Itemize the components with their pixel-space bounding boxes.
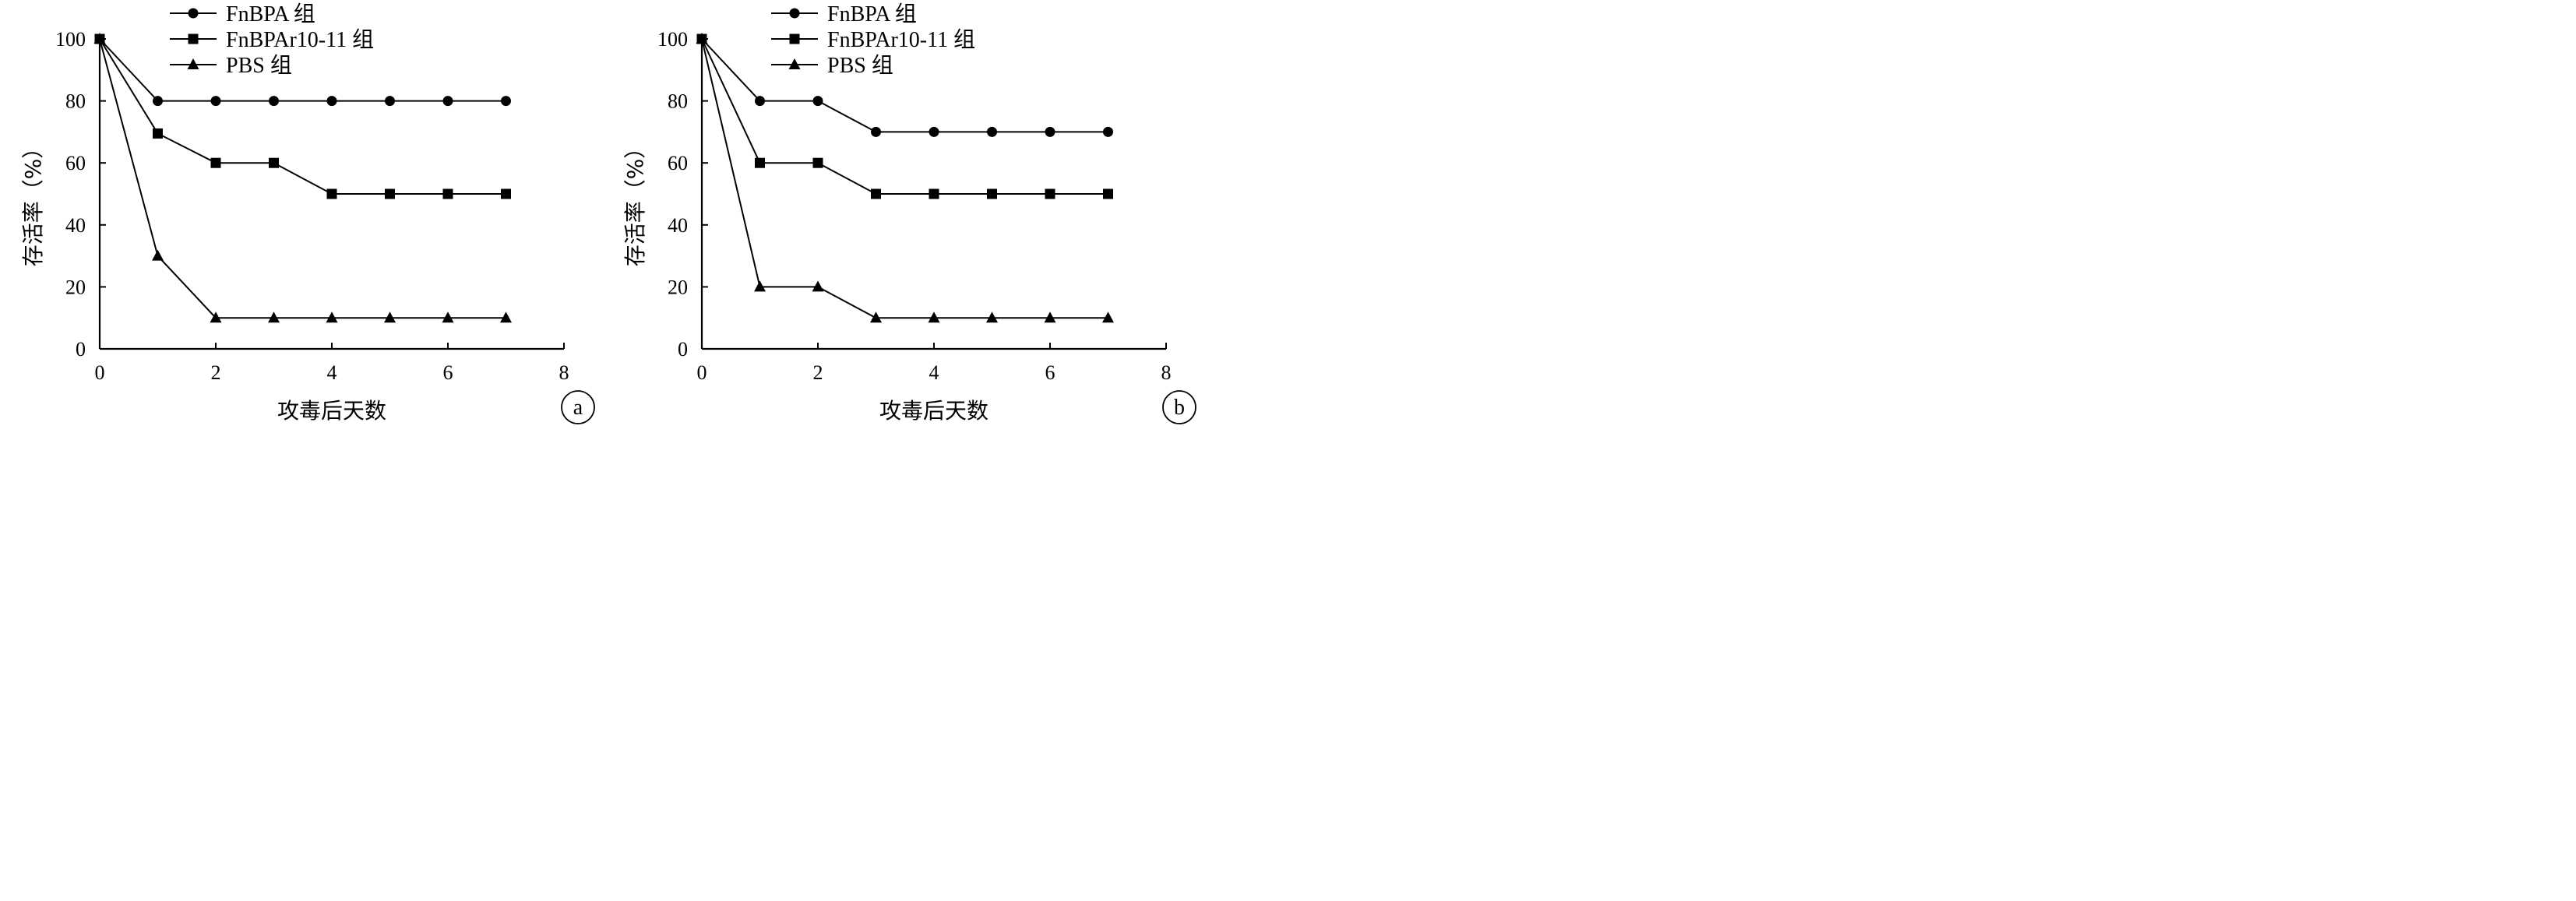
- data-point-circle: [987, 126, 997, 137]
- series-line-square: [99, 38, 506, 195]
- y-tick-label: 100: [55, 28, 86, 51]
- data-point-circle: [442, 96, 453, 107]
- chart-panel-b: 0 20 40 60 80 100 0 2 4 6 8 攻毒后天数 存活率（%） FnBPA 组FnBPA…: [622, 2, 1196, 424]
- data-point-triangle: [384, 311, 396, 323]
- y-tick-label: 0: [76, 338, 86, 361]
- panel-label-circle: [1162, 390, 1196, 424]
- y-tick-label: 40: [65, 214, 86, 237]
- legend-entry: FnBPA 组: [226, 2, 315, 26]
- data-point-triangle: [326, 311, 338, 323]
- data-point-circle: [871, 126, 881, 137]
- legend-entry: FnBPAr10-11 组: [827, 27, 975, 52]
- y-tick-label: 60: [668, 152, 688, 174]
- data-point-triangle: [152, 249, 164, 261]
- data-point-triangle: [268, 311, 280, 323]
- y-tick-label: 80: [65, 90, 86, 113]
- x-tick-label: 4: [929, 361, 939, 384]
- data-point-circle: [1103, 126, 1113, 137]
- panel-label: b: [1174, 396, 1185, 420]
- data-point-triangle: [442, 311, 454, 323]
- legend-entry: FnBPA 组: [827, 2, 917, 26]
- data-point-triangle: [210, 311, 222, 323]
- data-point-square: [269, 157, 279, 168]
- y-tick-label: 100: [657, 28, 688, 51]
- legend-entry: PBS 组: [226, 53, 292, 78]
- data-point-triangle: [754, 280, 766, 292]
- data-point-square: [929, 188, 939, 199]
- x-tick-label: 6: [1045, 361, 1055, 384]
- data-point-circle: [269, 96, 279, 107]
- data-point-circle: [326, 96, 337, 107]
- x-tick-label: 0: [697, 361, 707, 384]
- panel-label: a: [573, 396, 583, 420]
- x-axis-title: 攻毒后天数: [277, 398, 386, 424]
- chart-panel-a: 0 20 40 60 80 100 0 2 4 6 8 攻毒后天数 存活率（%） FnBPA 组FnBPA…: [20, 2, 595, 424]
- panel-label-circle: [561, 390, 595, 424]
- data-point-circle: [755, 96, 765, 107]
- data-point-square: [755, 157, 765, 168]
- series-line-square: [701, 38, 1108, 195]
- y-tick-label: 80: [668, 90, 688, 113]
- data-point-square: [501, 188, 511, 199]
- data-point-circle: [812, 96, 823, 107]
- y-tick-label: 0: [678, 338, 688, 361]
- series-line-triangle: [99, 38, 506, 319]
- data-point-square: [326, 188, 337, 199]
- data-point-triangle: [928, 311, 940, 323]
- y-tick-label: 20: [65, 276, 86, 298]
- data-point-triangle: [870, 311, 882, 323]
- legend-marker-circle: [789, 8, 800, 19]
- data-point-square: [442, 188, 453, 199]
- data-point-circle: [501, 96, 511, 107]
- y-tick-label: 60: [65, 152, 86, 174]
- y-tick-label: 20: [668, 276, 688, 298]
- data-point-triangle: [1102, 311, 1114, 323]
- x-tick-label: 4: [327, 361, 337, 384]
- data-point-circle: [929, 126, 939, 137]
- data-point-circle: [153, 96, 163, 107]
- x-tick-label: 6: [443, 361, 453, 384]
- x-axis-title: 攻毒后天数: [879, 398, 988, 424]
- x-tick-label: 2: [813, 361, 823, 384]
- data-point-circle: [385, 96, 395, 107]
- y-axis-title: 存活率（%）: [622, 137, 648, 267]
- data-point-triangle: [696, 33, 708, 44]
- legend-marker-square: [789, 33, 800, 44]
- data-point-square: [153, 128, 163, 139]
- legend-marker-square: [188, 33, 199, 44]
- data-point-square: [210, 157, 221, 168]
- y-tick-label: 40: [668, 214, 688, 237]
- legend-marker-triangle: [187, 58, 199, 69]
- data-point-square: [987, 188, 997, 199]
- data-point-triangle: [812, 280, 824, 292]
- data-point-triangle: [986, 311, 998, 323]
- x-tick-label: 8: [1161, 361, 1172, 384]
- x-tick-label: 2: [211, 361, 221, 384]
- data-point-square: [1103, 188, 1113, 199]
- x-tick-label: 8: [559, 361, 569, 384]
- legend-marker-circle: [188, 8, 199, 19]
- data-point-triangle: [1044, 311, 1056, 323]
- legend-marker-triangle: [788, 58, 801, 69]
- data-point-square: [812, 157, 823, 168]
- series-line-circle: [701, 38, 1108, 133]
- data-point-square: [871, 188, 881, 199]
- y-axis-title: 存活率（%）: [20, 137, 46, 267]
- data-point-circle: [1045, 126, 1055, 137]
- data-point-triangle: [93, 33, 106, 44]
- data-point-square: [1045, 188, 1055, 199]
- data-point-square: [385, 188, 395, 199]
- series-line-circle: [99, 38, 506, 102]
- legend-entry: FnBPAr10-11 组: [226, 27, 374, 52]
- series-line-triangle: [701, 38, 1108, 319]
- x-tick-label: 0: [95, 361, 105, 384]
- data-point-triangle: [500, 311, 512, 323]
- legend-entry: PBS 组: [827, 53, 893, 78]
- data-point-circle: [210, 96, 221, 107]
